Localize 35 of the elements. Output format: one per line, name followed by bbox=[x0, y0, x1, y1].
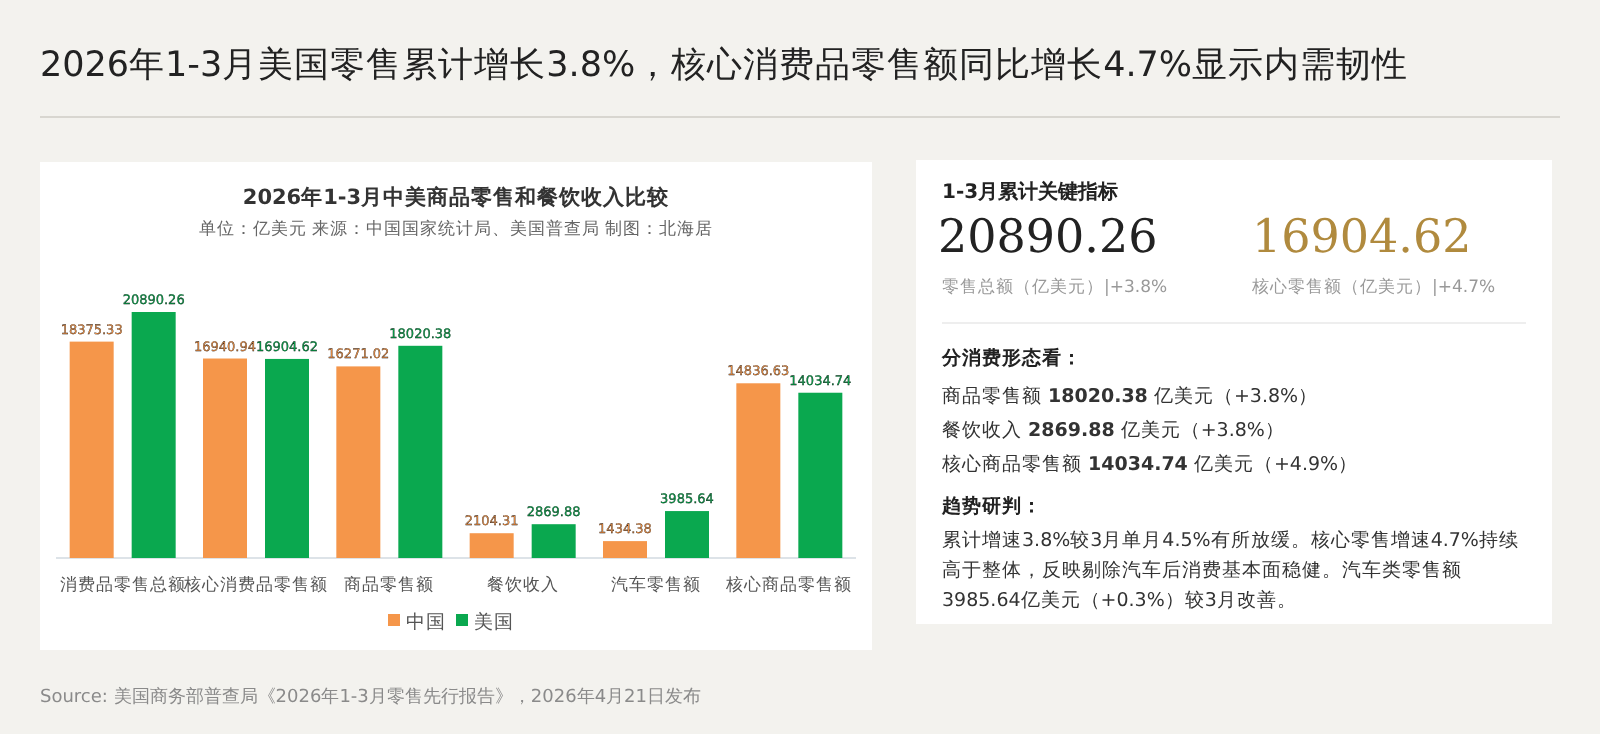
legend-label: 美国 bbox=[474, 610, 514, 634]
text: 20890.26 bbox=[938, 212, 1158, 264]
bar bbox=[665, 511, 709, 558]
bar bbox=[131, 312, 176, 558]
text: 累计增速3.8%较3月单月4.5%有所放缓。核心零售增速4.7%持续高于整体，反映剔除汽车后消费基本面稳健。汽车类零售额3985.64亿美元（+0.3%）较3月改善。 bbox=[942, 528, 1521, 616]
bar bbox=[203, 358, 247, 558]
x-tick-label: 餐饮收入 bbox=[486, 574, 559, 596]
source-note: Source: 美国商务部普查局《2026年1-3月零售先行报告》，2026年4月21日发布 bbox=[40, 684, 701, 710]
x-tick-label: 商品零售额 bbox=[344, 574, 435, 596]
bar bbox=[531, 524, 576, 558]
bar bbox=[265, 358, 309, 558]
x-tick-label: 汽车零售额 bbox=[611, 574, 701, 596]
chart-title: 2026年1-3月中美商品零售和餐饮收入比较 bbox=[242, 184, 672, 210]
text: 趋势研判： bbox=[942, 494, 1042, 520]
x-tick-label: 核心消费品零售额 bbox=[182, 574, 328, 596]
bar bbox=[398, 345, 443, 558]
text: 核心零售额（亿美元）|+4.7% bbox=[1252, 276, 1496, 300]
bar bbox=[469, 533, 514, 558]
text: 分消费形态看： bbox=[942, 346, 1082, 372]
bar bbox=[736, 383, 781, 558]
bar bbox=[336, 366, 381, 558]
x-tick-label: 消费品零售总额 bbox=[59, 574, 186, 596]
bar bbox=[603, 541, 647, 558]
text: 零售总额（亿美元）|+3.8% bbox=[942, 276, 1168, 300]
text: 2026年1-3月美国零售累计增长3.8%，核心消费品零售额同比增长4.7%显示内需韧性 bbox=[40, 44, 1409, 88]
text: 商品零售额 18020.38 亿美元（+3.8%） bbox=[942, 384, 1319, 410]
chart-subtitle: 单位：亿美元 来源：中国国家统计局、美国普查局 制图：北海居 bbox=[198, 218, 714, 240]
bar bbox=[798, 392, 843, 558]
x-tick-label: 核心商品零售额 bbox=[724, 574, 853, 596]
text: 1-3月累计关键指标 bbox=[942, 179, 1119, 206]
text: 核心商品零售额 14034.74 亿美元（+4.9%） bbox=[942, 452, 1359, 478]
legend-label: 中国 bbox=[406, 610, 446, 634]
text: 16904.62 bbox=[1252, 212, 1472, 264]
text: 餐饮收入 2869.88 亿美元（+3.8%） bbox=[942, 418, 1285, 444]
bar bbox=[69, 341, 114, 558]
